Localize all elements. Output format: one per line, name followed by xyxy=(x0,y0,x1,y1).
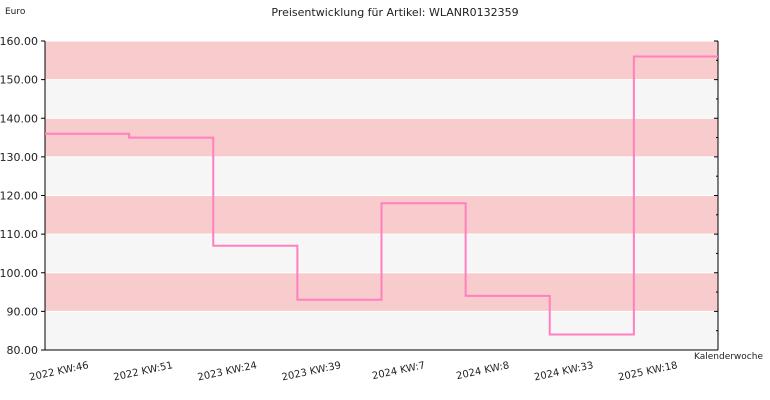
band-light xyxy=(45,311,718,350)
x-tick-label: 2022 KW:46 xyxy=(28,360,89,383)
y-axis-ticks: 80.00 90.00 100.00 110.00 120.00 130.00 140.00… xyxy=(0,35,718,357)
band-light xyxy=(45,156,718,196)
band-dark xyxy=(45,41,718,80)
y-tick-label: 80.00 xyxy=(7,344,39,357)
x-tick-label: 2024 KW:7 xyxy=(371,360,426,382)
x-axis-label: Kalenderwoche xyxy=(694,352,763,362)
background-bands xyxy=(45,41,718,350)
y-tick-label: 130.00 xyxy=(0,151,38,164)
y-axis-label: Euro xyxy=(5,7,26,17)
price-step-line xyxy=(45,55,718,336)
x-tick-label: 2025 KW:18 xyxy=(617,360,678,383)
y-tick-label: 160.00 xyxy=(0,35,38,48)
y-tick-label: 100.00 xyxy=(0,267,38,280)
y-tick-label: 110.00 xyxy=(0,228,38,241)
x-tick-label: 2023 KW:24 xyxy=(197,360,258,383)
y-tick-label: 150.00 xyxy=(0,74,38,87)
y-tick-label: 90.00 xyxy=(7,305,39,318)
x-tick-label: 2024 KW:33 xyxy=(533,360,594,383)
band-light xyxy=(45,79,718,119)
y-tick-label: 140.00 xyxy=(0,112,38,125)
x-tick-label: 2022 KW:51 xyxy=(113,360,174,383)
x-tick-label: 2023 KW:39 xyxy=(281,360,342,383)
series-group xyxy=(45,55,718,336)
x-tick-label: 2024 KW:8 xyxy=(455,360,510,382)
y-tick-label: 120.00 xyxy=(0,190,38,203)
chart-title: Preisentwicklung für Artikel: WLANR01323… xyxy=(271,6,518,19)
x-axis-ticks: 2022 KW:46 2022 KW:51 2023 KW:24 2023 KW:39… xyxy=(28,360,678,383)
